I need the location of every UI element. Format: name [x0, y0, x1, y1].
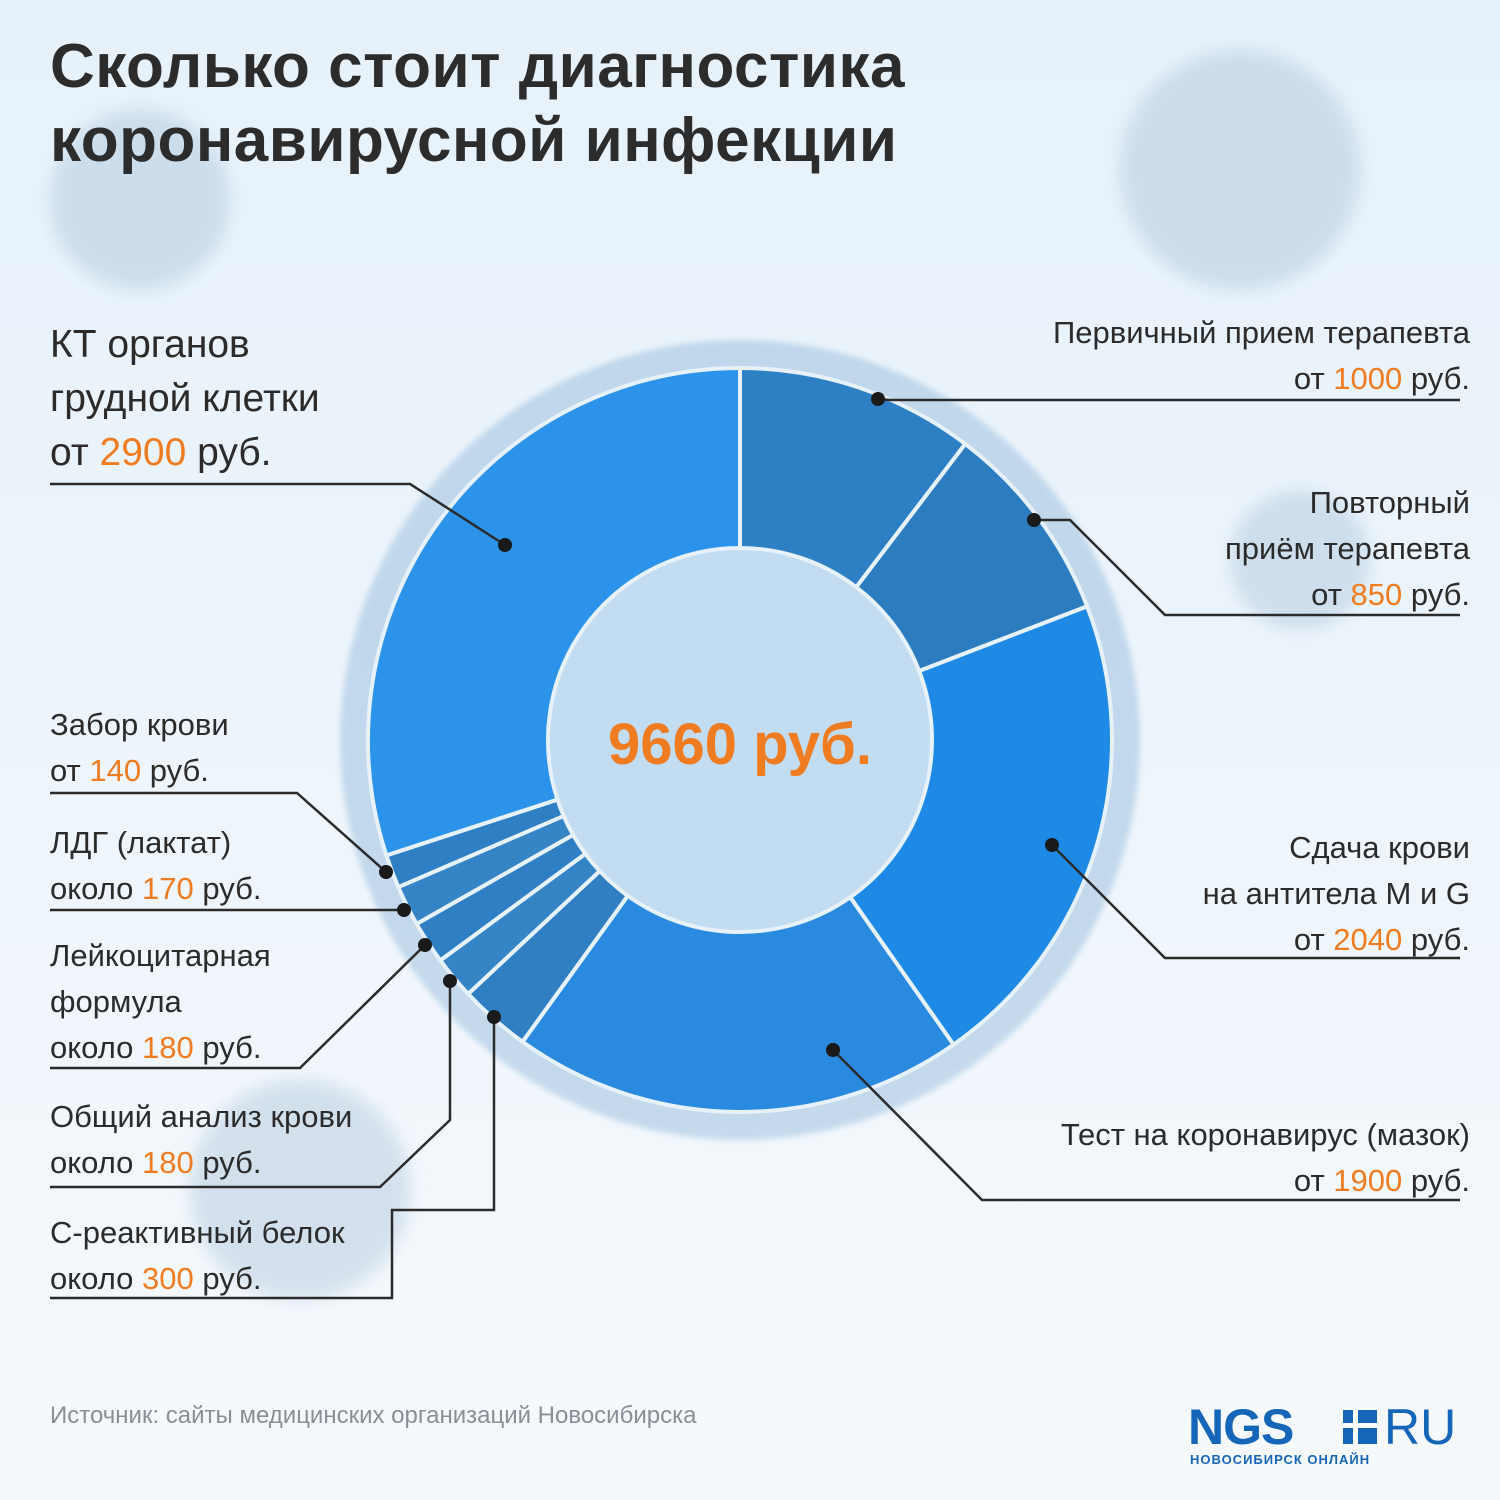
title-line-1: Сколько стоит диагностика — [50, 32, 905, 101]
price-line: от 1000 руб. — [1053, 356, 1470, 402]
price-prefix: около — [50, 1261, 143, 1296]
price-value: 850 — [1350, 577, 1403, 612]
slice-swab-test — [519, 892, 957, 1114]
label-text: приём терапевта — [1225, 531, 1470, 566]
price-prefix: от — [1293, 361, 1334, 396]
leader-dot-cbc — [443, 974, 457, 988]
price-prefix: около — [50, 1145, 143, 1180]
leader-line-leukocyte — [50, 944, 426, 1070]
price-unit: руб. — [193, 1261, 262, 1296]
price-value: 2040 — [1333, 922, 1403, 957]
leader-dot-swab-test — [826, 1043, 840, 1057]
leader-line-blood-draw — [50, 791, 387, 873]
label-repeat-visit: Повторный приём терапевта от 850 руб. — [1225, 480, 1470, 618]
label-text: формула — [50, 984, 182, 1019]
price-prefix: около — [50, 1030, 143, 1065]
price-prefix: от — [50, 431, 100, 474]
donut-center — [548, 548, 932, 932]
price-prefix: от — [50, 753, 90, 788]
label-text: грудной клетки — [50, 377, 320, 420]
leader-dot-ct-scan — [498, 538, 512, 552]
logo-subtitle: НОВОСИБИРСК ОНЛАЙН — [1190, 1452, 1371, 1467]
leader-dot-blood-draw — [379, 865, 393, 879]
price-prefix: от — [1293, 1163, 1334, 1198]
leader-dot-leukocyte — [418, 938, 432, 952]
label-text: Тест на коронавирус (мазок) — [1060, 1117, 1470, 1152]
ngs-logo[interactable]: NGS RU НОВОСИБИРСК ОНЛАЙН — [1188, 1400, 1468, 1470]
price-unit: руб. — [1402, 922, 1470, 957]
label-blood-draw: Забор крови от 140 руб. — [50, 702, 229, 794]
label-text: Лейкоцитарная — [50, 938, 271, 973]
title-line-2: коронавирусной инфекции — [50, 106, 898, 175]
price-value: 180 — [142, 1030, 194, 1065]
price-value: 1000 — [1333, 361, 1403, 396]
leader-dot-crp — [487, 1010, 501, 1024]
price-value: 170 — [142, 871, 194, 906]
leader-line-ct-scan — [50, 482, 506, 547]
price-line: от 2900 руб. — [50, 426, 320, 480]
price-value: 140 — [89, 753, 142, 788]
price-line: около 180 руб. — [50, 1025, 271, 1071]
label-text: С-реактивный белок — [50, 1215, 345, 1250]
price-value: 1900 — [1333, 1163, 1403, 1198]
label-text: Забор крови — [50, 707, 229, 742]
label-text: ЛДГ (лактат) — [50, 825, 232, 860]
price-unit: руб. — [193, 871, 262, 906]
label-ct-scan: КТ органов грудной клетки от 2900 руб. — [50, 318, 320, 480]
price-value: 300 — [142, 1261, 194, 1296]
label-crp: С-реактивный белок около 300 руб. — [50, 1210, 345, 1302]
slice-ct-scan — [366, 365, 742, 858]
price-unit: руб. — [193, 1030, 262, 1065]
price-unit: руб. — [186, 431, 272, 474]
price-line: около 300 руб. — [50, 1256, 345, 1302]
leader-dot-repeat-visit — [1027, 513, 1041, 527]
total-value: 9660 руб. — [607, 712, 872, 777]
label-swab-test: Тест на коронавирус (мазок) от 1900 руб. — [1061, 1112, 1470, 1204]
price-value: 2900 — [99, 431, 187, 474]
label-antibodies: Сдача крови на антитела M и G от 2040 руб. — [1203, 825, 1470, 963]
page-title: Сколько стоит диагностика коронавирусной… — [50, 30, 1050, 178]
price-line: от 140 руб. — [50, 748, 229, 794]
logo-brand: NGS — [1188, 1399, 1294, 1455]
label-cbc: Общий анализ крови около 180 руб. — [50, 1094, 352, 1186]
price-line: от 1900 руб. — [1061, 1158, 1470, 1204]
label-text: Сдача крови — [1289, 830, 1470, 865]
label-leukocyte: Лейкоцитарная формула около 180 руб. — [50, 933, 271, 1071]
slice-antibodies — [847, 603, 1114, 1048]
price-value: 180 — [142, 1145, 194, 1180]
label-text: на антитела M и G — [1202, 876, 1470, 911]
price-prefix: от — [1311, 577, 1351, 612]
label-first-visit: Первичный прием терапевта от 1000 руб. — [1053, 310, 1470, 402]
logo-tld: RU — [1384, 1399, 1457, 1455]
slice-first-visit — [738, 365, 969, 591]
price-prefix: около — [50, 871, 143, 906]
leader-line-repeat-visit — [1034, 518, 1460, 617]
label-ldh: ЛДГ (лактат) около 170 руб. — [50, 820, 261, 912]
leader-line-crp — [50, 1017, 496, 1300]
label-text: Первичный прием терапевта — [1052, 315, 1470, 350]
source-note: Источник: сайты медицинских организаций … — [50, 1402, 697, 1429]
price-line: от 850 руб. — [1225, 572, 1470, 618]
leader-dot-first-visit — [871, 392, 885, 406]
logo-square-icon — [1343, 1410, 1377, 1444]
price-line: от 2040 руб. — [1203, 917, 1470, 963]
price-line: около 180 руб. — [50, 1140, 352, 1186]
leader-dot-ldh — [397, 903, 411, 917]
leader-dot-antibodies — [1045, 838, 1059, 852]
label-text: Общий анализ крови — [50, 1099, 353, 1134]
price-unit: руб. — [1402, 361, 1470, 396]
price-unit: руб. — [141, 753, 209, 788]
price-unit: руб. — [193, 1145, 262, 1180]
price-unit: руб. — [1402, 1163, 1470, 1198]
price-unit: руб. — [1402, 577, 1470, 612]
price-line: около 170 руб. — [50, 866, 261, 912]
leader-line-antibodies — [1051, 844, 1460, 960]
price-prefix: от — [1293, 922, 1334, 957]
leader-line-cbc — [50, 981, 452, 1189]
leader-line-swab-test — [832, 1049, 1460, 1202]
label-text: КТ органов — [50, 323, 250, 366]
label-text: Повторный — [1309, 485, 1470, 520]
